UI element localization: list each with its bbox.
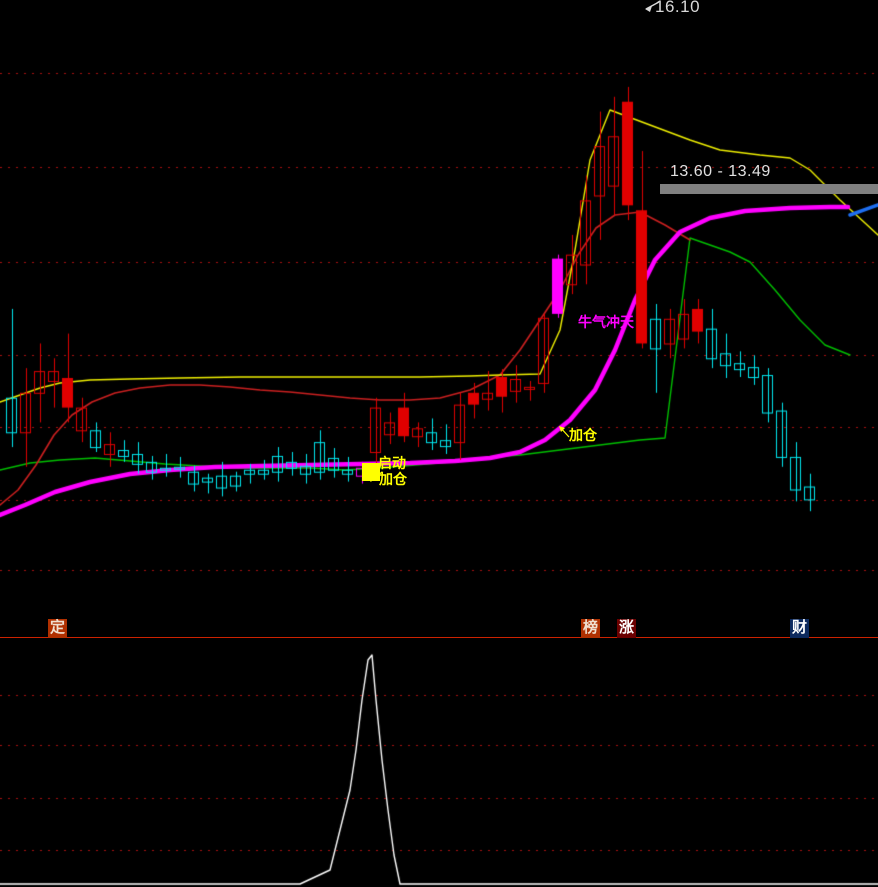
header-char-3[interactable]: 财 (790, 619, 809, 638)
header-char-0[interactable]: 定 (48, 619, 67, 638)
main-price-chart[interactable] (0, 0, 878, 640)
start-marker-square (362, 463, 380, 481)
range-highlight-bar (660, 184, 878, 194)
header-char-2[interactable]: 涨 (617, 619, 636, 638)
volume-indicator-chart[interactable] (0, 640, 878, 887)
header-char-1[interactable]: 榜 (581, 619, 600, 638)
header-divider (0, 637, 878, 638)
